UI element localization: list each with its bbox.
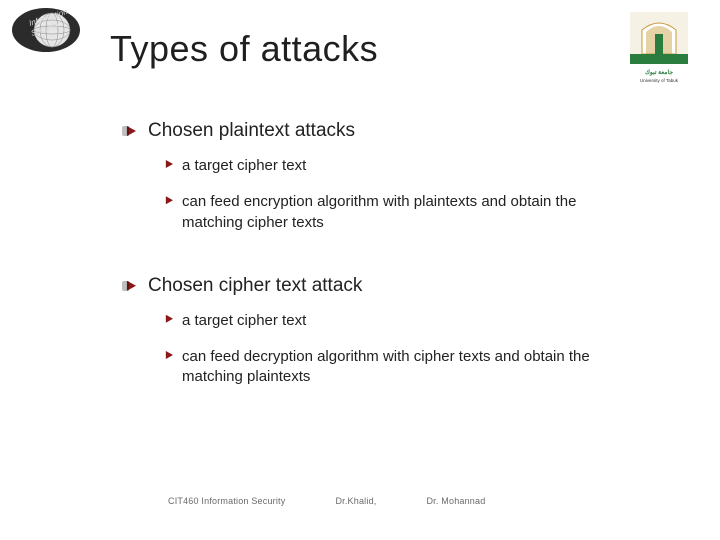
bullet-level2: a target cipher text — [182, 156, 622, 176]
bullet-text: a target cipher text — [182, 157, 306, 174]
footer-author: Dr. Mohannad — [426, 496, 485, 506]
bullet-text: can feed decryption algorithm with ciphe… — [182, 348, 590, 385]
bullet-level2: a target cipher text — [182, 311, 622, 331]
university-name-ar: جامعة تبوك — [645, 69, 673, 76]
bullet-icon — [122, 281, 129, 291]
slide-title: Types of attacks — [110, 28, 660, 70]
security-globe-logo: Information Security — [10, 6, 82, 54]
bullet-icon — [122, 126, 129, 136]
footer-author: Dr.Khalid, — [335, 496, 376, 506]
spacer — [148, 249, 660, 275]
university-logo: جامعة تبوك University of Tabuk — [624, 10, 694, 86]
slide-body: Chosen plaintext attacks a target cipher… — [110, 120, 660, 388]
bullet-text: a target cipher text — [182, 312, 306, 329]
bullet-text: Chosen cipher text attack — [148, 275, 362, 296]
bullet-text: Chosen plaintext attacks — [148, 120, 355, 141]
footer-course: CIT460 Information Security — [168, 496, 285, 506]
university-name-en: University of Tabuk — [640, 78, 679, 83]
bullet-level2: can feed encryption algorithm with plain… — [182, 192, 622, 233]
slide: Information Security جامعة تبوك Universi… — [0, 0, 720, 540]
bullet-level1: Chosen cipher text attack — [148, 275, 660, 297]
bullet-level1: Chosen plaintext attacks — [148, 120, 660, 142]
slide-footer: CIT460 Information Security Dr.Khalid, D… — [168, 496, 485, 506]
bullet-level2: can feed decryption algorithm with ciphe… — [182, 347, 622, 388]
bullet-text: can feed encryption algorithm with plain… — [182, 193, 576, 230]
